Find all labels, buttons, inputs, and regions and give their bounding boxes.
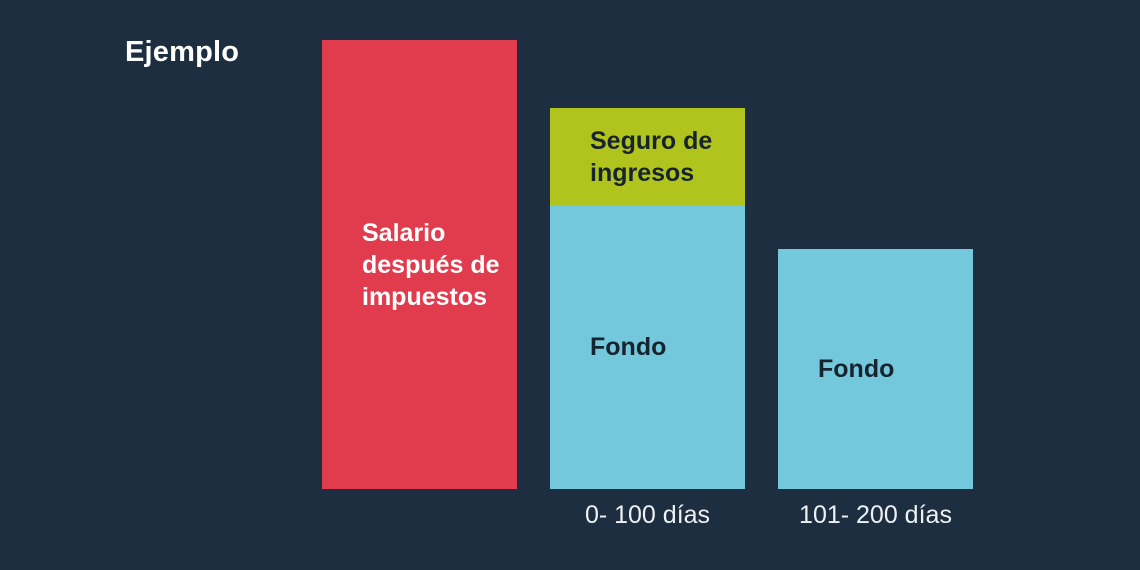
bar-segment: Fondo	[778, 249, 973, 489]
bar-segment-label: Fondo	[818, 355, 895, 383]
x-axis-label: 101- 200 días	[799, 501, 952, 529]
bar-segment-label: Fondo	[590, 333, 667, 361]
bar-segment-label: Seguro de ingresos	[590, 126, 713, 187]
bar-segment: Salario después de impuestos	[322, 40, 517, 489]
chart-title: Ejemplo	[125, 36, 240, 68]
bar-segment: Fondo	[550, 205, 745, 489]
bar-segment-label: Salario después de impuestos	[362, 218, 500, 311]
x-axis-label: 0- 100 días	[584, 501, 711, 529]
bar-segment: Seguro de ingresos	[550, 108, 745, 205]
